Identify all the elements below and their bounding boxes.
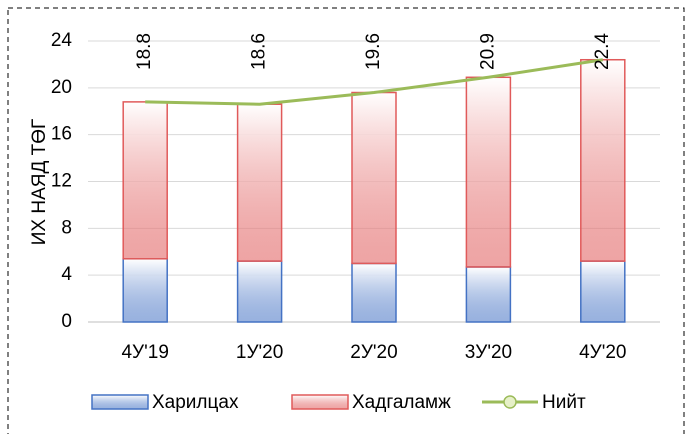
y-tick-label: 0	[61, 311, 72, 332]
legend-marker	[503, 395, 517, 409]
y-tick-label: 16	[51, 124, 72, 145]
bar	[351, 91, 397, 265]
x-tick-label: 3У'20	[465, 342, 512, 363]
x-tick-label: 2У'20	[350, 342, 397, 363]
chart-border	[7, 7, 685, 434]
x-tick-label: 4У'20	[579, 342, 626, 363]
legend-label: Нийт	[542, 392, 586, 413]
y-axis-label: ИХ НАЯД ТӨГ	[29, 119, 50, 246]
data-label: 18.6	[249, 33, 270, 70]
y-tick-label: 4	[61, 264, 72, 285]
data-label: 18.8	[134, 33, 155, 70]
bar	[580, 58, 626, 262]
y-tick-label: 20	[51, 77, 72, 98]
y-tick-label: 8	[61, 217, 72, 238]
y-tick-label: 12	[51, 171, 72, 192]
legend-swatch	[291, 394, 349, 410]
line	[145, 58, 604, 106]
x-tick-label: 4У'19	[121, 342, 168, 363]
bar	[465, 266, 512, 323]
legend-swatch	[91, 394, 149, 410]
data-label: 20.9	[477, 33, 498, 70]
bar	[465, 76, 512, 268]
data-label: 19.6	[363, 33, 384, 70]
bar	[122, 258, 168, 323]
data-label: 22.4	[592, 33, 613, 70]
bar	[122, 101, 168, 260]
y-tick-label: 24	[51, 30, 73, 51]
legend-label: Харилцах	[152, 392, 239, 413]
bar	[351, 262, 397, 323]
legend-label: Хадгаламж	[352, 392, 451, 413]
x-tick-label: 1У'20	[236, 342, 283, 363]
bar	[580, 260, 626, 323]
bar	[236, 103, 283, 262]
bar	[236, 260, 283, 323]
